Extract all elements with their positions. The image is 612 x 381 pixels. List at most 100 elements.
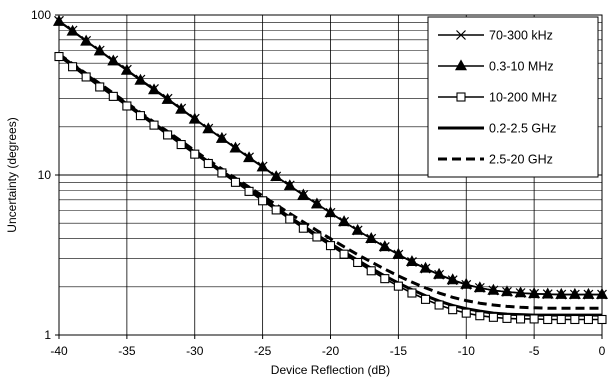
legend-entry-10-200-mhz: 10-200 MHz [438, 91, 557, 105]
y-axis-label: Uncertainty (degrees) [5, 117, 19, 232]
data-point-10-200-mhz [515, 314, 526, 324]
data-point-70-300-khz [216, 133, 227, 144]
legend-label: 70-300 kHz [489, 29, 553, 43]
data-point-70-300-khz [569, 289, 580, 300]
x-tick-label: -10 [458, 344, 476, 358]
data-point-10-200-mhz [312, 232, 322, 242]
data-point-10-200-mhz [339, 249, 349, 259]
data-point-70-300-khz [189, 113, 200, 124]
legend-entry-0-2-2-5-ghz: 0.2-2.5 GHz [438, 122, 556, 136]
data-point-0-3-10-mhz [555, 287, 568, 299]
data-point-10-200-mhz [258, 196, 268, 206]
series-line-2-5-20-ghz [58, 52, 602, 310]
data-point-70-300-khz [312, 198, 322, 209]
data-point-10-200-mhz [434, 300, 444, 310]
x-axis-label: Device Reflection (dB) [271, 363, 390, 377]
data-point-0-3-10-mhz [582, 287, 595, 299]
data-point-10-200-mhz [393, 281, 403, 291]
data-point-10-200-mhz [244, 186, 254, 196]
legend-label: 0.3-10 MHz [489, 60, 554, 74]
series-2-5-20-ghz [58, 52, 602, 310]
x-tick-label: -40 [50, 344, 68, 358]
data-point-10-200-mhz [122, 101, 132, 111]
data-point-10-200-mhz [190, 149, 200, 159]
data-point-70-300-khz [230, 142, 241, 153]
data-point-10-200-mhz [298, 223, 308, 233]
legend-label: 2.5-20 GHz [489, 153, 553, 167]
data-point-10-200-mhz [95, 82, 105, 92]
data-point-10-200-mhz [108, 91, 118, 101]
data-point-10-200-mhz [556, 314, 566, 325]
legend-entry-70-300-khz: 70-300 kHz [438, 29, 553, 43]
data-point-70-300-khz [352, 225, 363, 236]
data-point-70-300-khz [420, 263, 431, 274]
data-point-10-200-mhz [68, 62, 78, 72]
data-point-70-300-khz [379, 242, 390, 252]
y-axis-ticks: 1 10 100 [31, 8, 59, 342]
x-tick-label: -15 [390, 344, 408, 358]
legend-label: 0.2-2.5 GHz [489, 122, 556, 136]
x-tick-label: -20 [322, 344, 340, 358]
data-point-10-200-mhz [448, 305, 458, 315]
x-axis-ticks: -40 -35 -30 -25 -20 -15 -10 -5 0 [50, 335, 606, 358]
data-point-70-300-khz [515, 288, 526, 298]
data-point-10-200-mhz [570, 314, 580, 325]
data-point-10-200-mhz [380, 274, 390, 284]
data-point-70-300-khz [176, 103, 187, 114]
data-point-10-200-mhz [420, 294, 431, 304]
data-point-0-3-10-mhz [528, 287, 541, 299]
legend-label: 10-200 MHz [489, 91, 557, 105]
data-point-70-300-khz [298, 190, 309, 200]
data-point-10-200-mhz [271, 205, 281, 215]
data-point-10-200-mhz [217, 168, 227, 178]
data-point-70-300-khz [325, 207, 336, 218]
data-point-70-300-khz [488, 285, 499, 296]
data-point-10-200-mhz [583, 314, 593, 325]
data-point-10-200-mhz [230, 177, 241, 187]
legend-marker [456, 92, 466, 102]
data-point-70-300-khz [67, 25, 78, 36]
data-point-10-200-mhz [475, 311, 485, 321]
legend: 70-300 kHz 0.3-10 MHz 10-200 MHz 0.2-2.5 GH… [427, 16, 599, 178]
data-point-10-200-mhz [543, 314, 553, 325]
data-point-10-200-mhz [366, 266, 376, 276]
data-point-70-300-khz [447, 275, 458, 286]
data-point-70-300-khz [162, 93, 173, 104]
data-point-10-200-mhz [135, 111, 145, 121]
data-point-70-300-khz [393, 249, 404, 260]
data-point-70-300-khz [407, 257, 417, 267]
data-point-70-300-khz [108, 55, 119, 66]
data-point-10-200-mhz [176, 139, 186, 150]
data-point-70-300-khz [339, 216, 349, 227]
y-tick-label: 1 [44, 328, 51, 342]
data-point-10-200-mhz [149, 120, 159, 130]
data-point-0-3-10-mhz [568, 287, 581, 299]
data-point-70-300-khz [461, 279, 472, 290]
data-point-70-300-khz [284, 180, 295, 191]
data-point-70-300-khz [149, 84, 159, 94]
data-point-70-300-khz [94, 45, 105, 56]
data-point-70-300-khz [244, 152, 254, 163]
x-tick-label: -25 [254, 344, 272, 358]
data-point-10-200-mhz [502, 313, 512, 323]
data-point-10-200-mhz [407, 288, 417, 298]
data-point-70-300-khz [257, 161, 268, 172]
data-point-10-200-mhz [81, 72, 91, 82]
series-70-300-khz [54, 15, 607, 300]
data-point-70-300-khz [542, 289, 553, 300]
data-point-70-300-khz [597, 289, 607, 300]
data-point-70-300-khz [474, 282, 485, 293]
data-point-70-300-khz [54, 15, 64, 26]
y-tick-label: 10 [38, 168, 52, 182]
data-point-10-200-mhz [203, 158, 213, 169]
series-10-200-mhz [54, 51, 607, 325]
data-point-70-300-khz [135, 74, 146, 85]
x-tick-label: -5 [529, 344, 540, 358]
x-tick-label: -30 [186, 344, 204, 358]
data-point-70-300-khz [203, 123, 214, 134]
data-point-10-200-mhz [285, 214, 295, 224]
data-point-10-200-mhz [488, 312, 498, 322]
data-point-0-3-10-mhz [595, 287, 609, 299]
